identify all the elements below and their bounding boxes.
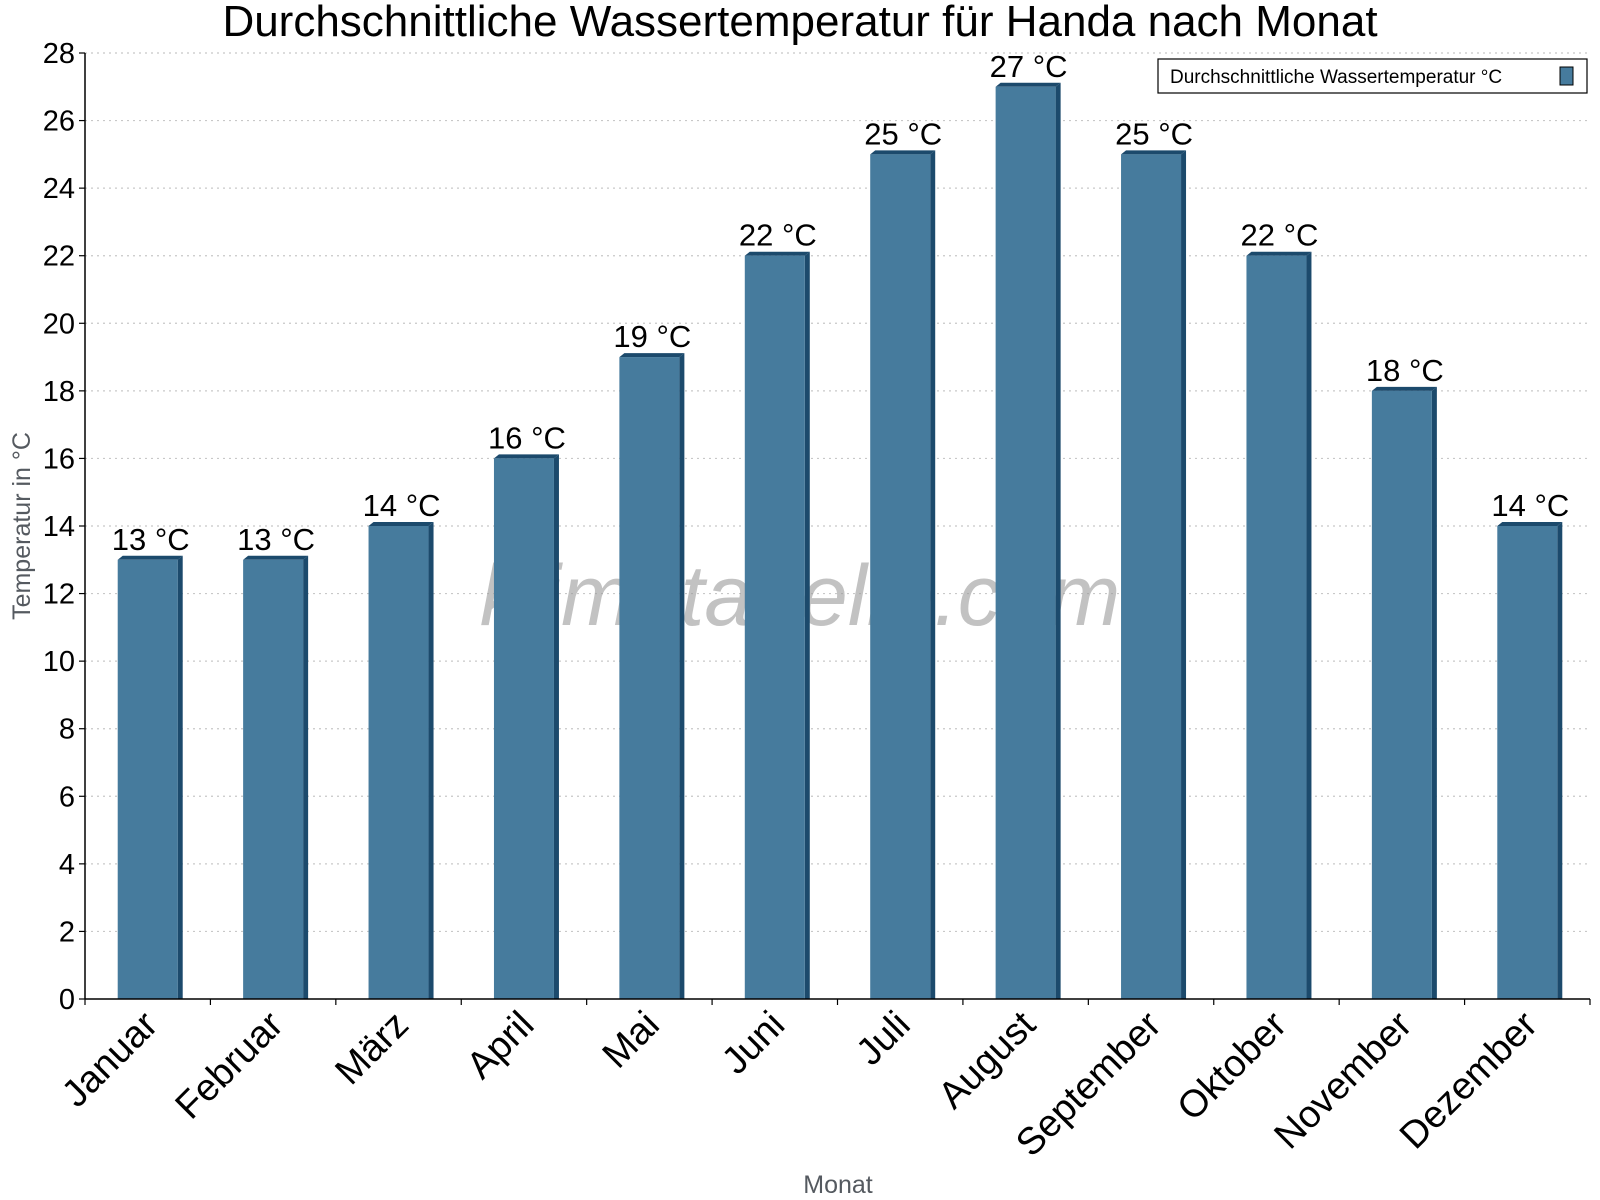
bar: [619, 353, 685, 1000]
bar-side: [804, 251, 810, 999]
x-tick-label: August: [931, 1003, 1045, 1117]
bar-front: [368, 526, 429, 999]
data-label: 16 °C: [488, 420, 566, 455]
bar-top: [368, 522, 434, 526]
bar-side: [679, 353, 685, 1000]
y-tick-label: 12: [43, 579, 75, 611]
x-tick-label: März: [327, 1004, 416, 1093]
bar-side: [1557, 522, 1563, 999]
bar-top: [1246, 251, 1312, 256]
bar-side: [930, 150, 936, 999]
data-label: 22 °C: [739, 218, 817, 253]
legend-swatch: [1559, 66, 1574, 86]
legend-label: Durchschnittliche Wassertemperatur °C: [1170, 67, 1502, 88]
y-tick-label: 10: [43, 646, 75, 678]
bar-side: [1181, 150, 1187, 999]
y-tick-label: 8: [59, 714, 75, 746]
data-label: 27 °C: [990, 49, 1068, 84]
x-tick-label: Juni: [714, 1004, 793, 1083]
bar: [1371, 386, 1437, 999]
y-tick-label: 24: [43, 173, 75, 205]
bar-side: [428, 522, 434, 999]
y-tick-label: 0: [59, 984, 75, 1016]
data-label: 13 °C: [237, 522, 315, 557]
bar-side: [1431, 386, 1437, 999]
grid-lines: [85, 52, 1590, 933]
bar-side: [303, 555, 309, 999]
bar: [744, 251, 810, 999]
axes: [79, 52, 1591, 1005]
data-label: 14 °C: [363, 488, 441, 523]
bar-front: [744, 255, 805, 999]
x-tick-label: Dezember: [1392, 1003, 1546, 1157]
x-tick-label: Februar: [168, 1003, 292, 1127]
bar-side: [177, 555, 183, 999]
bar: [493, 454, 559, 999]
bar-front: [995, 86, 1056, 1000]
data-label: 25 °C: [864, 116, 942, 151]
bar-top: [1121, 150, 1187, 155]
data-labels: 13 °C 13 °C 14 °C 16 °C 19 °C 22 °C 25 °C 27 °C…: [112, 49, 1569, 557]
bar-top: [744, 251, 810, 256]
bar: [870, 150, 936, 999]
bar-front: [619, 357, 680, 1000]
y-tick-label: 14: [43, 511, 75, 543]
bar: [1497, 522, 1563, 999]
bar-front: [870, 154, 931, 999]
bar-top: [493, 454, 559, 459]
y-tick-label: 26: [43, 106, 75, 138]
x-axis-title: Monat: [803, 1171, 873, 1199]
bar-top: [995, 82, 1061, 87]
x-tick-label: Oktober: [1170, 1003, 1296, 1129]
bar: [368, 522, 434, 999]
bar: [1246, 251, 1312, 999]
bar-side: [553, 454, 559, 999]
bar: [995, 82, 1061, 1000]
bar-top: [243, 555, 309, 560]
y-tick-label: 20: [43, 308, 75, 340]
x-tick-label: Mai: [595, 1004, 668, 1077]
bar-front: [1497, 526, 1558, 999]
x-tick-labels: Januar Februar März April Mai Juni Juli AugustS…: [54, 1003, 1546, 1164]
x-tick-label: Juli: [849, 1004, 919, 1074]
y-axis-title: Temperatur in °C: [8, 432, 36, 620]
y-tick-label: 6: [59, 781, 75, 813]
bar-top: [619, 353, 685, 358]
x-tick-label: April: [459, 1004, 542, 1087]
data-label: 18 °C: [1366, 353, 1444, 388]
bar-front: [1121, 154, 1182, 999]
data-label: 19 °C: [613, 319, 691, 354]
y-tick-label: 4: [59, 849, 75, 881]
data-label: 22 °C: [1241, 218, 1319, 253]
y-tick-label: 16: [43, 443, 75, 475]
bar-front: [493, 458, 554, 999]
bar-front: [1246, 255, 1307, 999]
y-tick-label: 18: [43, 376, 75, 408]
bar-top: [1497, 522, 1563, 526]
legend: Durchschnittliche Wassertemperatur °C: [1157, 58, 1588, 94]
data-label: 25 °C: [1115, 116, 1193, 151]
bar: [243, 555, 309, 999]
data-label: 14 °C: [1491, 488, 1569, 523]
bar-series: [117, 82, 1563, 1000]
bar: [1121, 150, 1187, 999]
data-label: 13 °C: [112, 522, 190, 557]
y-tick-label: 22: [43, 241, 75, 273]
x-tick-label: Januar: [54, 1003, 166, 1115]
y-tick-label: 2: [59, 916, 75, 948]
bar-top: [870, 150, 936, 155]
bar-front: [243, 559, 304, 999]
y-tick-label: 28: [43, 38, 75, 70]
bar-top: [117, 555, 183, 560]
bar-side: [1306, 251, 1312, 999]
bar-side: [1055, 82, 1061, 1000]
bar-top: [1371, 386, 1437, 391]
bar: [117, 555, 183, 999]
legend-box: [1157, 58, 1588, 94]
bar-front: [1371, 390, 1432, 999]
bar-front: [117, 559, 178, 999]
chart-title: Durchschnittliche Wassertemperatur für H…: [222, 0, 1377, 46]
